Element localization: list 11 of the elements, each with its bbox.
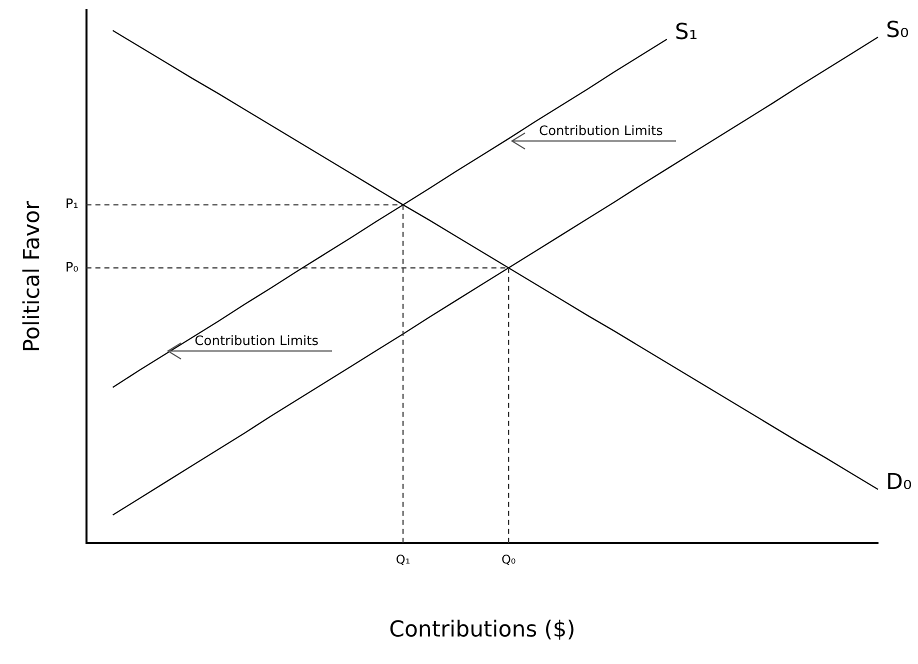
x-axis-title: Contributions ($) [389, 618, 576, 643]
series-label: S₁ [674, 20, 698, 45]
series-label: P₁ [65, 197, 78, 212]
annotation: Contribution Limits [194, 334, 319, 350]
y-axis-title: Political Favor [20, 200, 45, 352]
series-label: P₀ [65, 260, 78, 276]
annotation: Contribution Limits [539, 124, 663, 139]
series-label: S₀ [886, 18, 909, 43]
x-tick-label: Q₀ [501, 552, 516, 567]
series-label: D₀ [886, 470, 912, 496]
x-tick-label: Q₁ [396, 552, 410, 567]
